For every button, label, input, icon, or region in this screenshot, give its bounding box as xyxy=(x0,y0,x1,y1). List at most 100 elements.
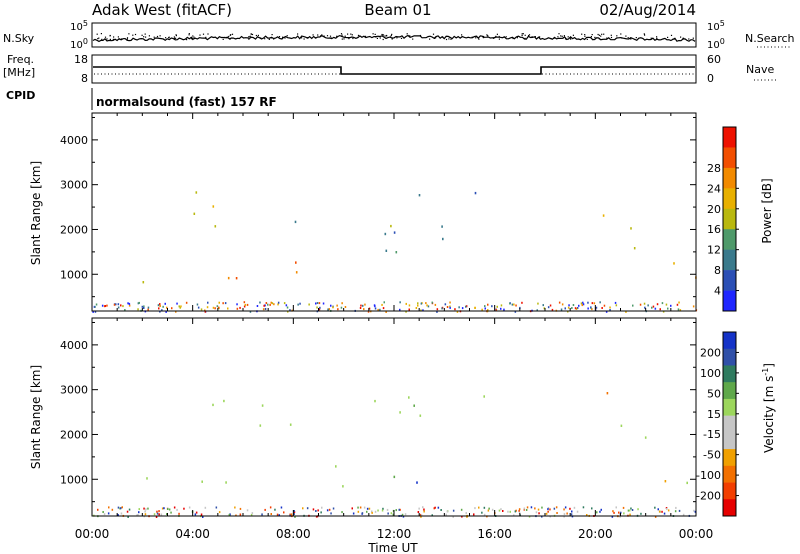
echo-cell xyxy=(474,191,477,195)
scatter-cell xyxy=(336,304,338,307)
scatter-cell xyxy=(259,301,261,304)
nsearch-dot xyxy=(512,37,514,40)
nsearch-dot xyxy=(593,38,596,41)
scatter-cell xyxy=(137,308,139,311)
nsearch-dot xyxy=(301,37,303,39)
scatter-cell xyxy=(143,507,145,510)
scatter-cell xyxy=(417,511,420,513)
colorbar-tick-label: 15 xyxy=(707,408,721,421)
nsearch-dot xyxy=(320,35,322,37)
scatter-cell xyxy=(222,302,224,305)
colorbar-tick-label: 24 xyxy=(707,182,721,195)
scatter-cell xyxy=(656,303,659,306)
scatter-cell xyxy=(218,301,220,304)
nsearch-dot xyxy=(168,37,170,39)
nsearch-dot xyxy=(524,34,526,36)
scatter-cell xyxy=(431,301,433,304)
scatter-cell xyxy=(425,302,427,305)
scatter-cell xyxy=(434,303,437,306)
nsearch-dot xyxy=(528,34,531,36)
colorbar-tick-label: 12 xyxy=(707,244,721,257)
scatter-cell xyxy=(572,304,575,306)
echo-cell xyxy=(390,224,392,228)
scatter-cell xyxy=(180,305,182,308)
nsearch-dot xyxy=(606,37,608,39)
scatter-cell xyxy=(491,508,494,511)
scatter-cell xyxy=(422,506,424,509)
scatter-cell xyxy=(290,513,293,516)
scatter-cell xyxy=(344,306,347,308)
scatter-cell xyxy=(101,304,104,307)
scatter-cell xyxy=(405,302,407,305)
nsearch-dot xyxy=(598,38,600,40)
nsearch-dot xyxy=(682,37,685,39)
scatter-cell xyxy=(144,510,146,513)
nsearch-dot xyxy=(448,38,450,40)
scatter-cell xyxy=(433,507,435,510)
scatter-cell xyxy=(576,307,579,309)
scatter-cell xyxy=(591,302,594,305)
nsearch-dot xyxy=(109,38,111,40)
scatter-cell xyxy=(612,510,614,513)
echo-cell xyxy=(259,424,262,427)
scatter-cell xyxy=(511,303,514,306)
nsearch-dot xyxy=(597,33,599,36)
scatter-cell xyxy=(658,510,661,513)
scatter-cell xyxy=(542,304,544,307)
scatter-cell xyxy=(251,512,254,515)
nsearch-dot xyxy=(429,38,431,40)
cpid-text: normalsound (fast) 157 RF xyxy=(96,95,277,109)
scatter-cell xyxy=(246,509,249,512)
scatter-cell xyxy=(122,305,124,308)
scatter-cell xyxy=(379,308,381,311)
scatter-cell xyxy=(678,301,680,304)
nsearch-dot xyxy=(141,34,143,36)
scatter-cell xyxy=(417,302,419,305)
scatter-cell xyxy=(661,302,664,305)
nsearch-dot xyxy=(498,38,500,40)
scatter-cell xyxy=(360,304,362,307)
nsearch-dot xyxy=(656,37,658,39)
echo-cell xyxy=(212,205,215,208)
echo-cell xyxy=(193,212,196,215)
scatter-cell xyxy=(143,307,145,309)
nsearch-dot xyxy=(255,34,257,37)
nsearch-dot xyxy=(173,36,175,38)
scatter-cell xyxy=(200,513,203,516)
nsearch-dot xyxy=(188,34,190,36)
nsearch-dot xyxy=(282,36,284,38)
nsearch-dot xyxy=(560,35,562,37)
nsearch-dot xyxy=(382,34,384,36)
scatter-cell xyxy=(138,511,140,514)
colorbar-segment xyxy=(723,365,736,383)
scatter-cell xyxy=(246,303,249,306)
nsearch-dot xyxy=(222,38,224,40)
scatter-cell xyxy=(590,306,592,309)
scatter-cell xyxy=(637,508,639,511)
scatter-cell xyxy=(415,307,418,309)
colorbar-segment xyxy=(723,465,736,483)
scatter-cell xyxy=(165,310,167,313)
scatter-cell xyxy=(547,510,549,513)
scatter-cell xyxy=(502,510,504,512)
nsearch-dot xyxy=(205,36,207,38)
nsearch-dot xyxy=(336,35,338,37)
scatter-cell xyxy=(364,303,366,306)
nsearch-dot xyxy=(496,33,498,35)
nsearch-dot xyxy=(670,34,673,36)
scatter-cell xyxy=(599,301,601,304)
nsearch-dot xyxy=(584,35,586,37)
scatter-cell xyxy=(538,512,540,515)
scatter-cell xyxy=(654,515,657,518)
scatter-cell xyxy=(513,303,515,306)
velocity-panel-frame xyxy=(91,317,697,517)
nsearch-dot xyxy=(482,35,485,38)
nsearch-dot xyxy=(248,38,250,40)
scatter-cell xyxy=(582,506,585,509)
scatter-cell xyxy=(496,305,498,308)
colorbar-segment xyxy=(723,499,736,517)
colorbar-tick-label: 100 xyxy=(700,367,721,380)
velocity-heatmap xyxy=(93,392,697,518)
nsearch-dot xyxy=(391,38,393,40)
scatter-cell xyxy=(622,506,625,509)
